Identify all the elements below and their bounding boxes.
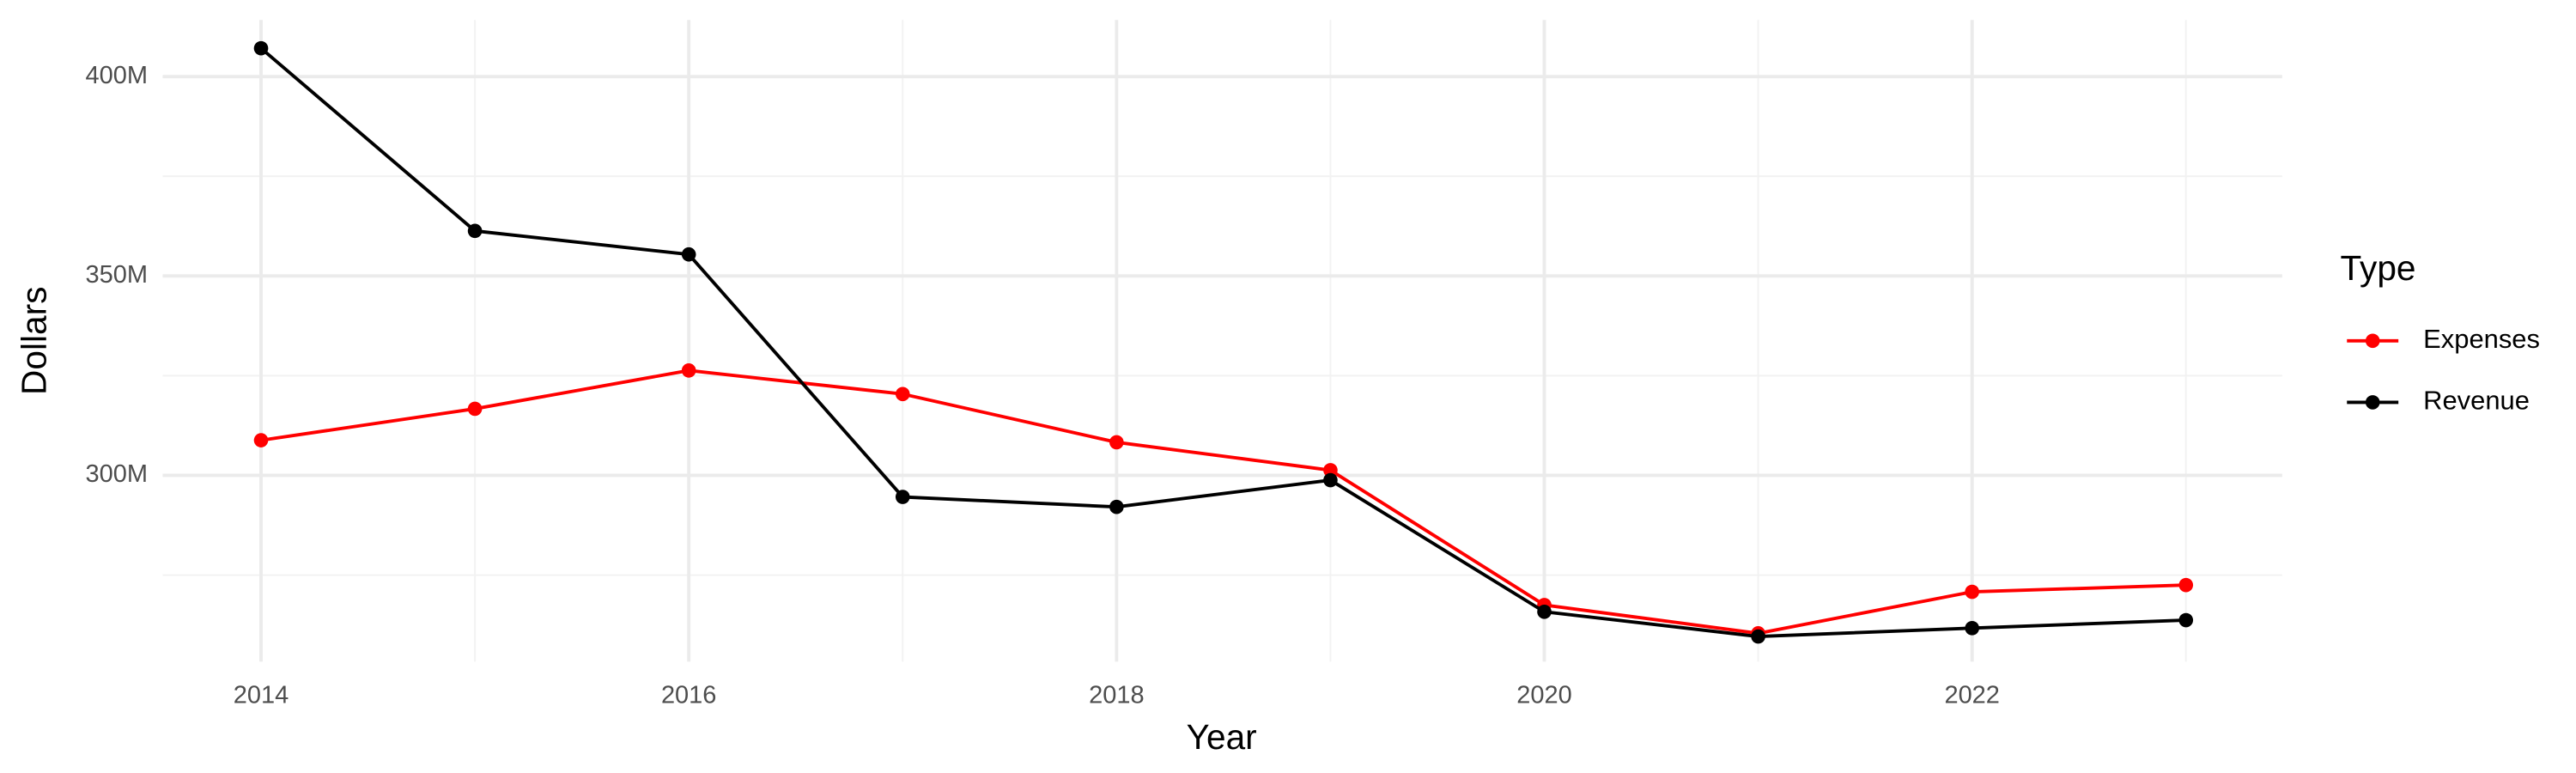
legend-point <box>2365 333 2380 349</box>
x-axis-title: Year <box>1187 717 1257 757</box>
y-axis-title: Dollars <box>14 287 53 395</box>
data-point <box>253 433 269 447</box>
data-point <box>895 386 910 402</box>
x-tick-label: 2020 <box>1516 682 1571 709</box>
x-tick-label: 2016 <box>661 682 716 709</box>
data-point <box>2178 577 2194 593</box>
data-point <box>1109 499 1124 514</box>
data-point <box>2178 612 2194 628</box>
series-line <box>259 46 2186 639</box>
legend-label: Expenses <box>2423 324 2540 354</box>
x-tick-label: 2022 <box>1944 682 1999 709</box>
data-point <box>1109 435 1124 450</box>
x-tick-label: 2018 <box>1089 682 1144 709</box>
data-point <box>681 363 696 378</box>
legend-label: Revenue <box>2423 386 2530 416</box>
data-point <box>467 401 483 417</box>
data-point <box>1965 620 1979 636</box>
data-point <box>253 40 269 56</box>
data-point <box>895 490 910 504</box>
y-tick-label: 300M <box>86 460 149 488</box>
data-point <box>1323 472 1338 488</box>
series-line <box>260 368 2186 636</box>
y-tick-label: 350M <box>86 261 149 289</box>
data-point <box>1323 463 1338 478</box>
data-point <box>1965 584 1979 600</box>
legend-point <box>2365 395 2380 410</box>
data-point <box>1537 604 1552 619</box>
legend-title: Type <box>2341 248 2416 288</box>
y-tick-label: 400M <box>86 62 149 89</box>
data-point <box>1751 629 1765 644</box>
data-point <box>467 223 483 239</box>
x-tick-label: 2014 <box>234 682 289 709</box>
data-point <box>681 247 696 262</box>
